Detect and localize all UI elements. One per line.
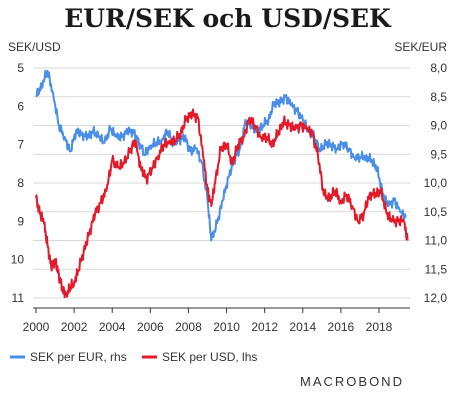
right-tick-label: 10,5 xyxy=(424,205,448,219)
x-tick-label: 2004 xyxy=(99,320,126,334)
right-tick-label: 8,5 xyxy=(430,90,447,104)
x-tick-label: 2006 xyxy=(137,320,164,334)
x-axis-ticks: 2000 2002 2004 2006 2008 2010 2012 2014 2016 2018 xyxy=(23,308,393,334)
right-tick-label: 8,0 xyxy=(430,61,447,75)
svg-text:MACROBOND: MACROBOND xyxy=(300,374,404,389)
x-tick-label: 2016 xyxy=(328,320,355,334)
left-tick-label: 6 xyxy=(17,99,24,113)
left-tick-label: 9 xyxy=(17,214,24,228)
right-axis-label: SEK/EUR xyxy=(394,40,447,54)
series-lines xyxy=(35,69,409,299)
right-axis-ticks: 8,0 8,5 9,0 9,5 10,0 10,5 11,0 11,5 12,0 xyxy=(424,61,448,305)
x-tick-label: 2000 xyxy=(23,320,50,334)
left-tick-label: 10 xyxy=(11,253,25,267)
right-tick-label: 9,5 xyxy=(430,147,447,161)
chart-title: EUR/SEK och USD/SEK xyxy=(64,4,391,33)
right-tick-label: 11,5 xyxy=(425,262,448,276)
legend-label-eur: SEK per EUR, rhs xyxy=(30,350,127,364)
legend-label-usd: SEK per USD, lhs xyxy=(162,350,257,364)
left-tick-label: 5 xyxy=(17,61,24,75)
macrobond-logo: MACROBOND xyxy=(300,374,404,389)
x-tick-label: 2014 xyxy=(289,320,316,334)
left-axis-label: SEK/USD xyxy=(8,40,61,54)
right-tick-label: 11,0 xyxy=(425,234,448,248)
x-tick-label: 2018 xyxy=(366,320,393,334)
x-tick-label: 2002 xyxy=(61,320,88,334)
left-axis-ticks: 5 6 7 8 9 10 11 xyxy=(11,61,25,305)
series-line-sek-per-usd xyxy=(35,108,409,299)
right-tick-label: 9,0 xyxy=(430,119,447,133)
left-tick-label: 11 xyxy=(12,291,25,305)
x-tick-label: 2010 xyxy=(213,320,240,334)
right-tick-label: 12,0 xyxy=(424,291,448,305)
grid-lines xyxy=(33,67,410,299)
right-tick-label: 10,0 xyxy=(424,176,448,190)
left-tick-label: 8 xyxy=(17,176,24,190)
x-tick-label: 2012 xyxy=(251,320,278,334)
x-tick-label: 2008 xyxy=(175,320,202,334)
left-tick-label: 7 xyxy=(17,138,24,152)
series-line-sek-per-eur xyxy=(35,69,407,242)
